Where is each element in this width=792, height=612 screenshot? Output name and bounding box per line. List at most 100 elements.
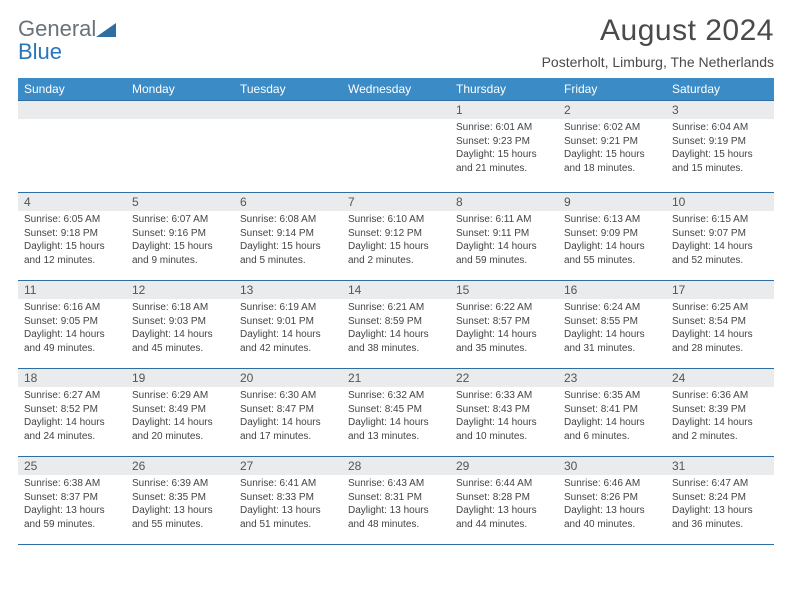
sunrise-line: Sunrise: 6:08 AM	[240, 213, 336, 227]
day-body: Sunrise: 6:05 AMSunset: 9:18 PMDaylight:…	[18, 211, 126, 271]
sunset-line: Sunset: 9:21 PM	[564, 135, 660, 149]
day-number: 30	[558, 457, 666, 475]
day-number: 3	[666, 101, 774, 119]
day-body: Sunrise: 6:18 AMSunset: 9:03 PMDaylight:…	[126, 299, 234, 359]
sunrise-line: Sunrise: 6:15 AM	[672, 213, 768, 227]
day-body: Sunrise: 6:02 AMSunset: 9:21 PMDaylight:…	[558, 119, 666, 179]
day-body: Sunrise: 6:19 AMSunset: 9:01 PMDaylight:…	[234, 299, 342, 359]
day-number: 20	[234, 369, 342, 387]
calendar-cell: 6Sunrise: 6:08 AMSunset: 9:14 PMDaylight…	[234, 193, 342, 281]
month-title: August 2024	[542, 14, 774, 48]
daylight-line: Daylight: 14 hours and 31 minutes.	[564, 328, 660, 355]
day-number: 21	[342, 369, 450, 387]
sunset-line: Sunset: 8:24 PM	[672, 491, 768, 505]
day-number: 4	[18, 193, 126, 211]
sunset-line: Sunset: 8:41 PM	[564, 403, 660, 417]
sunset-line: Sunset: 9:11 PM	[456, 227, 552, 241]
daylight-line: Daylight: 14 hours and 24 minutes.	[24, 416, 120, 443]
title-block: August 2024 Posterholt, Limburg, The Net…	[542, 14, 774, 70]
calendar-header-row: SundayMondayTuesdayWednesdayThursdayFrid…	[18, 78, 774, 101]
sunset-line: Sunset: 8:45 PM	[348, 403, 444, 417]
sunset-line: Sunset: 9:09 PM	[564, 227, 660, 241]
calendar-cell: 24Sunrise: 6:36 AMSunset: 8:39 PMDayligh…	[666, 369, 774, 457]
calendar-cell: 11Sunrise: 6:16 AMSunset: 9:05 PMDayligh…	[18, 281, 126, 369]
calendar-cell: 26Sunrise: 6:39 AMSunset: 8:35 PMDayligh…	[126, 457, 234, 545]
sunrise-line: Sunrise: 6:39 AM	[132, 477, 228, 491]
sunrise-line: Sunrise: 6:10 AM	[348, 213, 444, 227]
day-body: Sunrise: 6:30 AMSunset: 8:47 PMDaylight:…	[234, 387, 342, 447]
day-number: 26	[126, 457, 234, 475]
day-number: 10	[666, 193, 774, 211]
calendar-cell: 20Sunrise: 6:30 AMSunset: 8:47 PMDayligh…	[234, 369, 342, 457]
day-number: 12	[126, 281, 234, 299]
day-body: Sunrise: 6:38 AMSunset: 8:37 PMDaylight:…	[18, 475, 126, 535]
calendar-cell: 8Sunrise: 6:11 AMSunset: 9:11 PMDaylight…	[450, 193, 558, 281]
day-body: Sunrise: 6:25 AMSunset: 8:54 PMDaylight:…	[666, 299, 774, 359]
calendar-cell: 5Sunrise: 6:07 AMSunset: 9:16 PMDaylight…	[126, 193, 234, 281]
sunset-line: Sunset: 8:39 PM	[672, 403, 768, 417]
sunrise-line: Sunrise: 6:22 AM	[456, 301, 552, 315]
daylight-line: Daylight: 15 hours and 18 minutes.	[564, 148, 660, 175]
calendar-cell: 12Sunrise: 6:18 AMSunset: 9:03 PMDayligh…	[126, 281, 234, 369]
sunset-line: Sunset: 9:12 PM	[348, 227, 444, 241]
sunrise-line: Sunrise: 6:27 AM	[24, 389, 120, 403]
header: General Blue August 2024 Posterholt, Lim…	[18, 14, 774, 70]
sunset-line: Sunset: 9:18 PM	[24, 227, 120, 241]
daylight-line: Daylight: 14 hours and 20 minutes.	[132, 416, 228, 443]
sunrise-line: Sunrise: 6:01 AM	[456, 121, 552, 135]
sunrise-line: Sunrise: 6:41 AM	[240, 477, 336, 491]
sunrise-line: Sunrise: 6:33 AM	[456, 389, 552, 403]
day-number: 18	[18, 369, 126, 387]
calendar-cell	[126, 101, 234, 193]
sunrise-line: Sunrise: 6:11 AM	[456, 213, 552, 227]
calendar-cell: 31Sunrise: 6:47 AMSunset: 8:24 PMDayligh…	[666, 457, 774, 545]
sunrise-line: Sunrise: 6:36 AM	[672, 389, 768, 403]
sunrise-line: Sunrise: 6:43 AM	[348, 477, 444, 491]
day-body: Sunrise: 6:08 AMSunset: 9:14 PMDaylight:…	[234, 211, 342, 271]
day-number-empty	[126, 101, 234, 119]
day-body: Sunrise: 6:32 AMSunset: 8:45 PMDaylight:…	[342, 387, 450, 447]
calendar-cell: 13Sunrise: 6:19 AMSunset: 9:01 PMDayligh…	[234, 281, 342, 369]
day-number: 25	[18, 457, 126, 475]
sunrise-line: Sunrise: 6:44 AM	[456, 477, 552, 491]
sunset-line: Sunset: 8:33 PM	[240, 491, 336, 505]
daylight-line: Daylight: 14 hours and 2 minutes.	[672, 416, 768, 443]
calendar-week-row: 4Sunrise: 6:05 AMSunset: 9:18 PMDaylight…	[18, 193, 774, 281]
day-body: Sunrise: 6:46 AMSunset: 8:26 PMDaylight:…	[558, 475, 666, 535]
calendar-cell: 29Sunrise: 6:44 AMSunset: 8:28 PMDayligh…	[450, 457, 558, 545]
logo-text-general: General	[18, 16, 96, 41]
day-number: 14	[342, 281, 450, 299]
day-number: 9	[558, 193, 666, 211]
sunrise-line: Sunrise: 6:02 AM	[564, 121, 660, 135]
calendar-cell	[342, 101, 450, 193]
day-body: Sunrise: 6:43 AMSunset: 8:31 PMDaylight:…	[342, 475, 450, 535]
calendar-week-row: 25Sunrise: 6:38 AMSunset: 8:37 PMDayligh…	[18, 457, 774, 545]
sunset-line: Sunset: 9:01 PM	[240, 315, 336, 329]
calendar-cell: 7Sunrise: 6:10 AMSunset: 9:12 PMDaylight…	[342, 193, 450, 281]
daylight-line: Daylight: 15 hours and 9 minutes.	[132, 240, 228, 267]
daylight-line: Daylight: 14 hours and 45 minutes.	[132, 328, 228, 355]
sunrise-line: Sunrise: 6:18 AM	[132, 301, 228, 315]
daylight-line: Daylight: 13 hours and 59 minutes.	[24, 504, 120, 531]
daylight-line: Daylight: 15 hours and 15 minutes.	[672, 148, 768, 175]
day-body: Sunrise: 6:15 AMSunset: 9:07 PMDaylight:…	[666, 211, 774, 271]
day-body-empty	[234, 119, 342, 179]
sunrise-line: Sunrise: 6:32 AM	[348, 389, 444, 403]
day-number-empty	[342, 101, 450, 119]
sunset-line: Sunset: 9:07 PM	[672, 227, 768, 241]
daylight-line: Daylight: 15 hours and 2 minutes.	[348, 240, 444, 267]
calendar-body: 1Sunrise: 6:01 AMSunset: 9:23 PMDaylight…	[18, 101, 774, 545]
calendar-cell: 28Sunrise: 6:43 AMSunset: 8:31 PMDayligh…	[342, 457, 450, 545]
daylight-line: Daylight: 15 hours and 21 minutes.	[456, 148, 552, 175]
day-number-empty	[18, 101, 126, 119]
calendar-cell: 16Sunrise: 6:24 AMSunset: 8:55 PMDayligh…	[558, 281, 666, 369]
calendar-cell: 30Sunrise: 6:46 AMSunset: 8:26 PMDayligh…	[558, 457, 666, 545]
sunset-line: Sunset: 9:23 PM	[456, 135, 552, 149]
daylight-line: Daylight: 13 hours and 51 minutes.	[240, 504, 336, 531]
day-body: Sunrise: 6:13 AMSunset: 9:09 PMDaylight:…	[558, 211, 666, 271]
day-body: Sunrise: 6:11 AMSunset: 9:11 PMDaylight:…	[450, 211, 558, 271]
day-number: 17	[666, 281, 774, 299]
day-number: 6	[234, 193, 342, 211]
day-number: 22	[450, 369, 558, 387]
sunrise-line: Sunrise: 6:47 AM	[672, 477, 768, 491]
